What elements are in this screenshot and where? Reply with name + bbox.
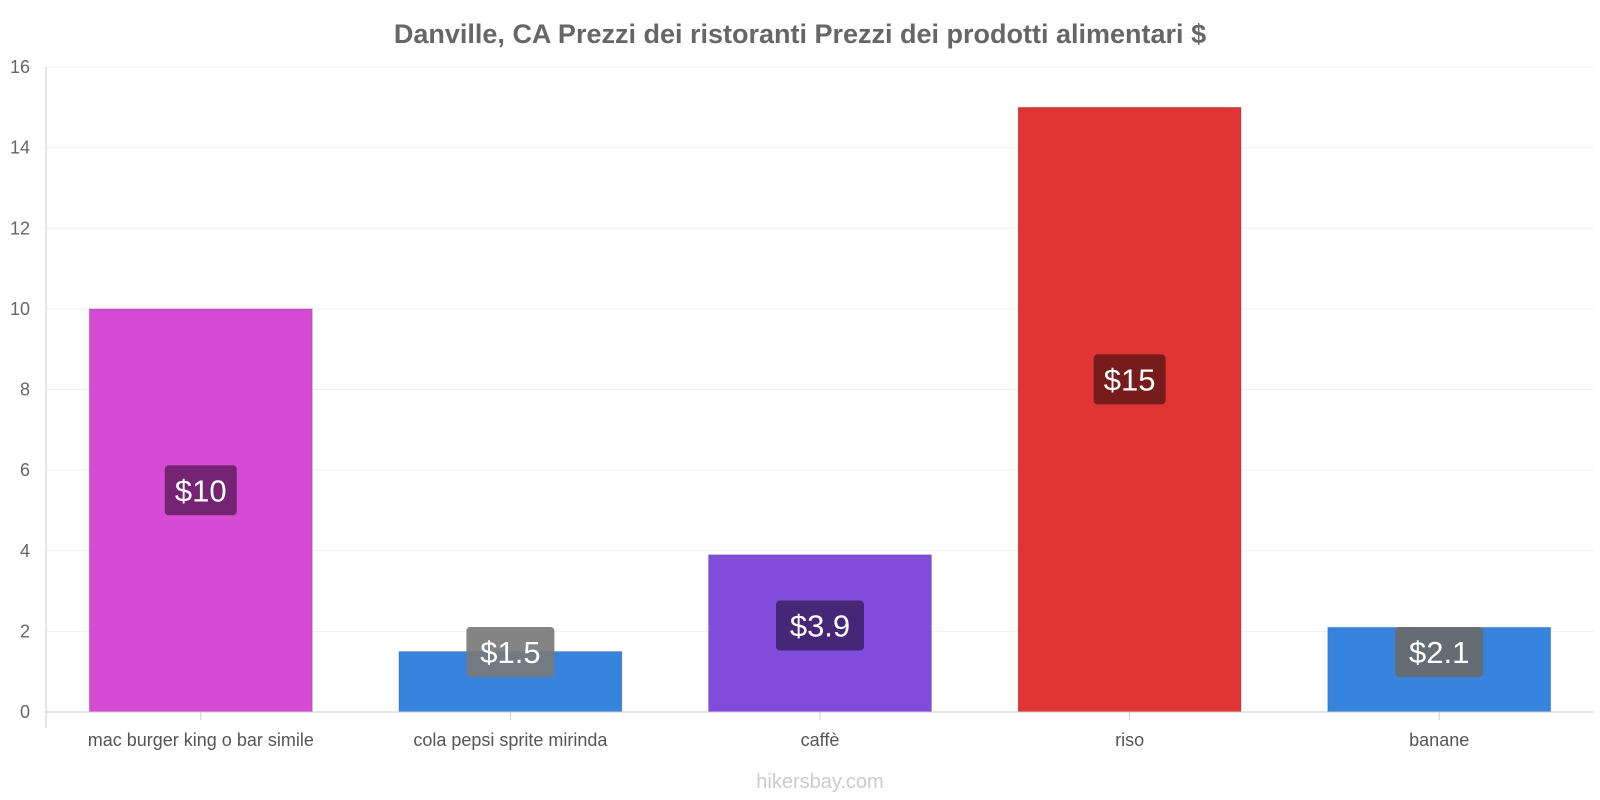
bar-group: $10 [88,308,313,713]
value-label-bg [1395,627,1484,677]
value-label-bg [164,465,237,516]
bar-group: $2.1 [1327,626,1552,713]
value-label-bg [466,627,555,677]
value-label: $3.9 [790,609,850,644]
y-tick-label: 12 [10,218,30,238]
y-tick-label: 0 [20,702,30,722]
value-label: $10 [175,473,227,508]
y-tick-label: 4 [20,541,30,561]
bar [1017,106,1242,713]
value-label-bg [1093,354,1166,405]
watermark-credit: hikersbay.com [756,771,883,793]
y-tick-label: 2 [20,621,30,641]
value-label: $2.1 [1409,635,1469,670]
y-tick-label: 16 [10,57,30,77]
x-axis: mac burger king o bar simile cola pepsi s… [46,711,1594,750]
y-axis: 0 2 4 6 8 10 12 14 16 [10,57,47,728]
x-tick-label: banane [1409,730,1469,750]
x-tick-label: caffè [801,730,840,750]
chart-title: Danville, CA Prezzi dei ristoranti Prezz… [394,19,1206,49]
value-label: $1.5 [480,635,540,670]
value-label-bg [776,600,864,651]
bars: $10 $1.5 $3.9 $15 $2.1 [88,106,1552,713]
x-tick-label: riso [1115,730,1144,750]
value-label: $15 [1104,362,1156,397]
y-tick-label: 10 [10,299,30,319]
y-tick-label: 14 [10,138,30,158]
x-tick-label: cola pepsi sprite mirinda [413,730,608,750]
bar-group: $15 [1017,106,1242,713]
bar [88,308,313,713]
y-tick-label: 6 [20,460,30,480]
x-tick-label: mac burger king o bar simile [88,730,314,750]
bar-group: $1.5 [398,627,623,713]
bar-group: $3.9 [708,554,932,713]
y-tick-label: 8 [20,380,30,400]
